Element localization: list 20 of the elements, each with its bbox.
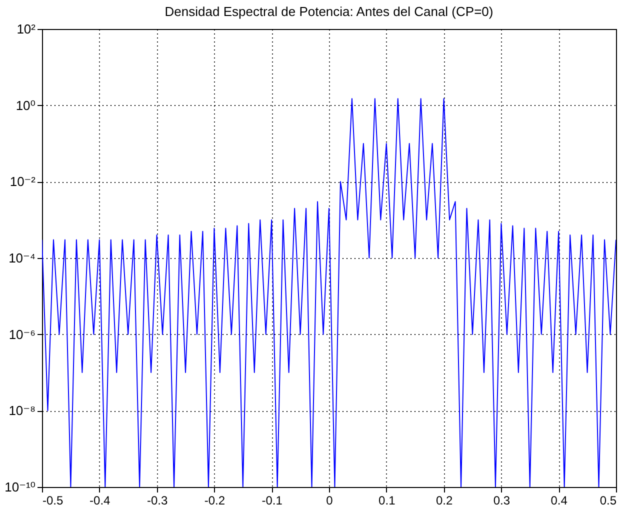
y-tick-label: 10²	[16, 22, 36, 36]
x-tick-label: 0	[326, 494, 334, 508]
chart-title: Densidad Espectral de Potencia: Antes del Canal (CP=0)	[164, 4, 494, 19]
y-tick-label: 10⁰	[16, 98, 36, 113]
x-tick-label: -0.2	[204, 494, 226, 508]
x-tick-label: 0.3	[493, 494, 510, 508]
y-tick-label: 10⁻⁴	[8, 250, 36, 266]
x-tick-label: -0.1	[262, 494, 283, 508]
x-tick-label: 0.5	[600, 494, 617, 508]
y-tick-label: 10⁻⁶	[8, 326, 36, 342]
x-tick-label: 0.4	[550, 494, 568, 508]
x-tick-label: -0.5	[42, 494, 64, 508]
y-tick-label: 10⁻⁸	[8, 403, 36, 418]
x-tick-label: -0.4	[90, 494, 111, 508]
x-tick-label: 0.2	[436, 494, 453, 508]
x-tick-label: -0.3	[146, 494, 168, 508]
line-series	[42, 98, 616, 487]
y-tick-label: 10⁻¹⁰	[4, 480, 36, 494]
y-tick-label: 10⁻²	[10, 174, 36, 190]
x-tick-label: 0.1	[378, 494, 396, 508]
